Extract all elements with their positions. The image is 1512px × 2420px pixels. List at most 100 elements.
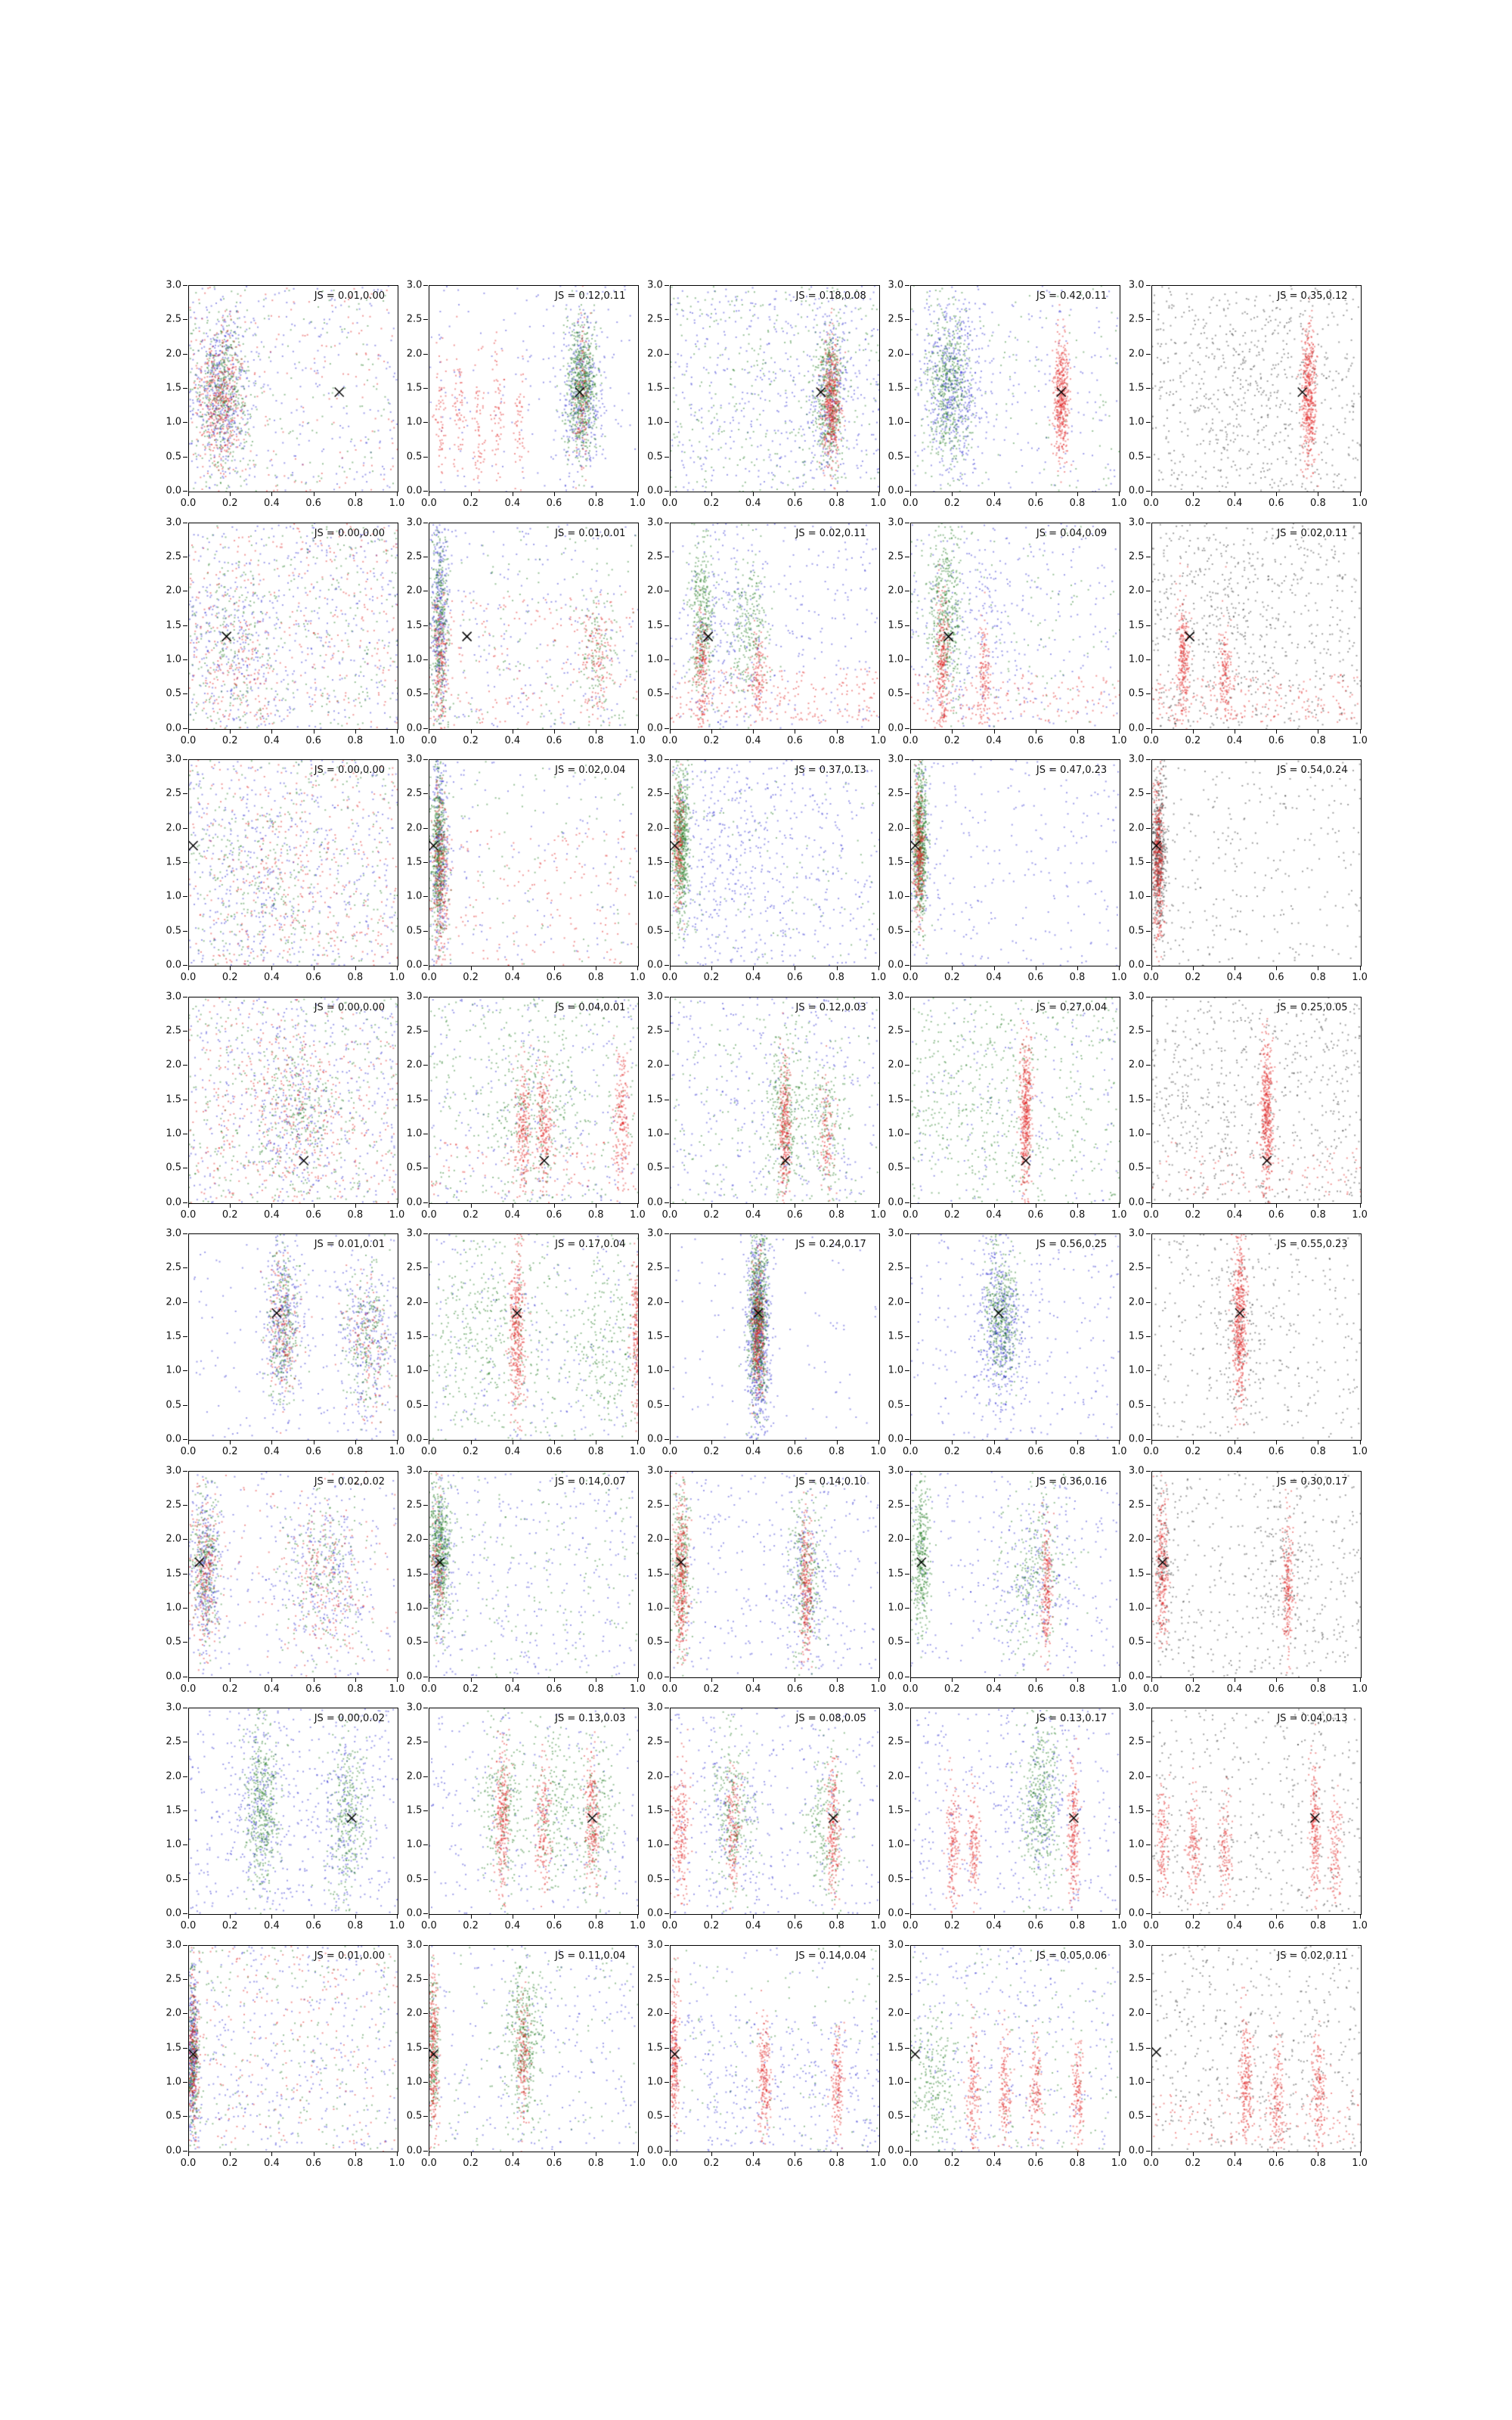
x-tick-mark bbox=[836, 1914, 838, 1919]
y-tick-mark bbox=[664, 1470, 669, 1472]
x-tick-mark bbox=[1151, 1440, 1152, 1444]
y-tick-label: 1.0 bbox=[647, 1602, 663, 1614]
x-tick-mark bbox=[553, 966, 555, 970]
y-tick-label: 2.0 bbox=[647, 585, 663, 597]
y-tick-mark bbox=[1145, 1844, 1151, 1846]
x-tick-mark bbox=[711, 2151, 712, 2156]
js-annotation: JS = 0.02,0.04 bbox=[555, 765, 626, 776]
y-tick-mark bbox=[423, 728, 429, 729]
y-tick-label: 1.5 bbox=[888, 382, 904, 394]
y-tick-mark bbox=[1145, 896, 1151, 898]
x-tick-label: 0.0 bbox=[662, 1446, 678, 1457]
x-tick-label: 0.4 bbox=[986, 1208, 1002, 1221]
y-tick-label: 3.0 bbox=[647, 753, 663, 765]
y-tick-mark bbox=[183, 896, 187, 898]
y-tick-label: 2.0 bbox=[1128, 1059, 1145, 1071]
x-tick-mark bbox=[1359, 1202, 1361, 1208]
x-tick-mark bbox=[470, 966, 472, 970]
x-tick-mark bbox=[1359, 728, 1361, 734]
scatter-canvas bbox=[429, 523, 639, 729]
axes-box bbox=[669, 1233, 880, 1441]
y-tick-label: 1.0 bbox=[406, 890, 423, 902]
y-tick-label: 3.0 bbox=[647, 1465, 663, 1476]
x-tick-label: 1.0 bbox=[389, 1208, 405, 1221]
x-tick-label: 0.0 bbox=[902, 2157, 919, 2169]
y-tick-label: 2.0 bbox=[1128, 348, 1145, 360]
y-tick-label: 1.5 bbox=[166, 856, 181, 868]
y-tick-label: 1.0 bbox=[166, 653, 181, 666]
x-tick-mark bbox=[355, 728, 356, 734]
y-tick-label: 0.0 bbox=[166, 722, 181, 734]
x-tick-mark bbox=[355, 966, 356, 970]
x-tick-mark bbox=[470, 1914, 472, 1919]
y-tick-label: 3.0 bbox=[1128, 517, 1145, 528]
x-tick-label: 0.8 bbox=[347, 1920, 364, 1931]
y-tick-mark bbox=[905, 388, 910, 389]
x-tick-mark bbox=[878, 966, 879, 970]
y-tick-mark bbox=[905, 1607, 910, 1609]
y-tick-mark bbox=[905, 827, 910, 829]
y-tick-mark bbox=[423, 1404, 429, 1406]
y-tick-label: 0.5 bbox=[888, 451, 904, 463]
x-tick-label: 0.8 bbox=[347, 1446, 364, 1457]
x-tick-mark bbox=[993, 1440, 995, 1444]
scatter-canvas bbox=[670, 523, 879, 729]
y-tick-mark bbox=[183, 1404, 187, 1406]
axes-box bbox=[669, 996, 880, 1204]
y-tick-mark bbox=[423, 1370, 429, 1372]
y-tick-mark bbox=[1145, 827, 1151, 829]
y-tick-label: 3.0 bbox=[888, 1465, 904, 1476]
y-tick-label: 1.0 bbox=[888, 2076, 904, 2088]
y-tick-label: 1.5 bbox=[406, 1094, 423, 1105]
y-tick-label: 2.5 bbox=[888, 551, 904, 563]
x-tick-label: 0.4 bbox=[986, 1920, 1002, 1931]
y-tick-label: 0.0 bbox=[406, 959, 423, 971]
y-tick-label: 2.0 bbox=[166, 1770, 181, 1782]
y-tick-mark bbox=[664, 1504, 669, 1506]
x-tick-label: 0.0 bbox=[180, 1446, 197, 1457]
x-tick-mark bbox=[1077, 492, 1078, 496]
axes-box bbox=[429, 1233, 640, 1441]
y-tick-mark bbox=[183, 759, 187, 760]
y-tick-mark bbox=[423, 1844, 429, 1846]
y-tick-label: 0.5 bbox=[406, 451, 423, 463]
y-tick-mark bbox=[183, 1879, 187, 1880]
subplot-r3c1: JS = 0.00,0.00 0.0 0.2 0.4 0.6 0.8 1.0 0.0 0.5 1.… bbox=[166, 754, 404, 984]
y-tick-mark bbox=[664, 1913, 669, 1914]
x-tick-mark bbox=[230, 492, 231, 496]
x-tick-label: 0.0 bbox=[662, 734, 678, 746]
subplot-r2c2: JS = 0.01,0.01 0.0 0.2 0.4 0.6 0.8 1.0 0.0 0.5 1.… bbox=[407, 517, 646, 746]
x-tick-label: 0.6 bbox=[1268, 972, 1284, 983]
js-annotation: JS = 0.47,0.23 bbox=[1036, 765, 1108, 776]
scatter-canvas bbox=[189, 1471, 398, 1677]
x-tick-label: 0.4 bbox=[986, 2157, 1002, 2169]
y-tick-mark bbox=[183, 422, 187, 424]
subplot-r5c4: JS = 0.56,0.25 0.0 0.2 0.4 0.6 0.8 1.0 0.0 0.5 1.… bbox=[888, 1228, 1127, 1458]
y-tick-label: 1.0 bbox=[647, 1364, 663, 1376]
subplot-r7c4: JS = 0.13,0.17 0.0 0.2 0.4 0.6 0.8 1.0 0.0 0.5 1.… bbox=[888, 1702, 1127, 1932]
subplot-r8c1: JS = 0.01,0.00 0.0 0.2 0.4 0.6 0.8 1.0 0.0 0.5 1.… bbox=[166, 1939, 404, 2169]
y-tick-mark bbox=[423, 793, 429, 795]
y-tick-label: 1.0 bbox=[166, 1364, 181, 1376]
x-tick-mark bbox=[1192, 2151, 1194, 2156]
y-tick-label: 3.0 bbox=[166, 1702, 181, 1714]
y-tick-mark bbox=[1145, 1065, 1151, 1066]
scatter-canvas bbox=[1151, 1234, 1361, 1440]
y-tick-mark bbox=[423, 1267, 429, 1269]
y-tick-mark bbox=[664, 1233, 669, 1234]
y-tick-mark bbox=[183, 1776, 187, 1777]
y-tick-label: 1.5 bbox=[888, 1094, 904, 1105]
y-tick-mark bbox=[1145, 793, 1151, 795]
y-tick-label: 3.0 bbox=[647, 517, 663, 528]
y-tick-mark bbox=[1145, 693, 1151, 695]
y-tick-mark bbox=[183, 625, 187, 626]
x-tick-mark bbox=[878, 492, 879, 496]
y-tick-mark bbox=[1145, 1607, 1151, 1609]
y-tick-label: 1.5 bbox=[166, 1568, 181, 1579]
x-tick-label: 0.8 bbox=[587, 972, 604, 983]
x-tick-mark bbox=[1077, 1440, 1078, 1444]
y-tick-mark bbox=[423, 1642, 429, 1643]
x-tick-label: 0.8 bbox=[1069, 1208, 1086, 1221]
y-tick-label: 0.0 bbox=[888, 722, 904, 734]
y-tick-label: 2.0 bbox=[1128, 2007, 1145, 2019]
